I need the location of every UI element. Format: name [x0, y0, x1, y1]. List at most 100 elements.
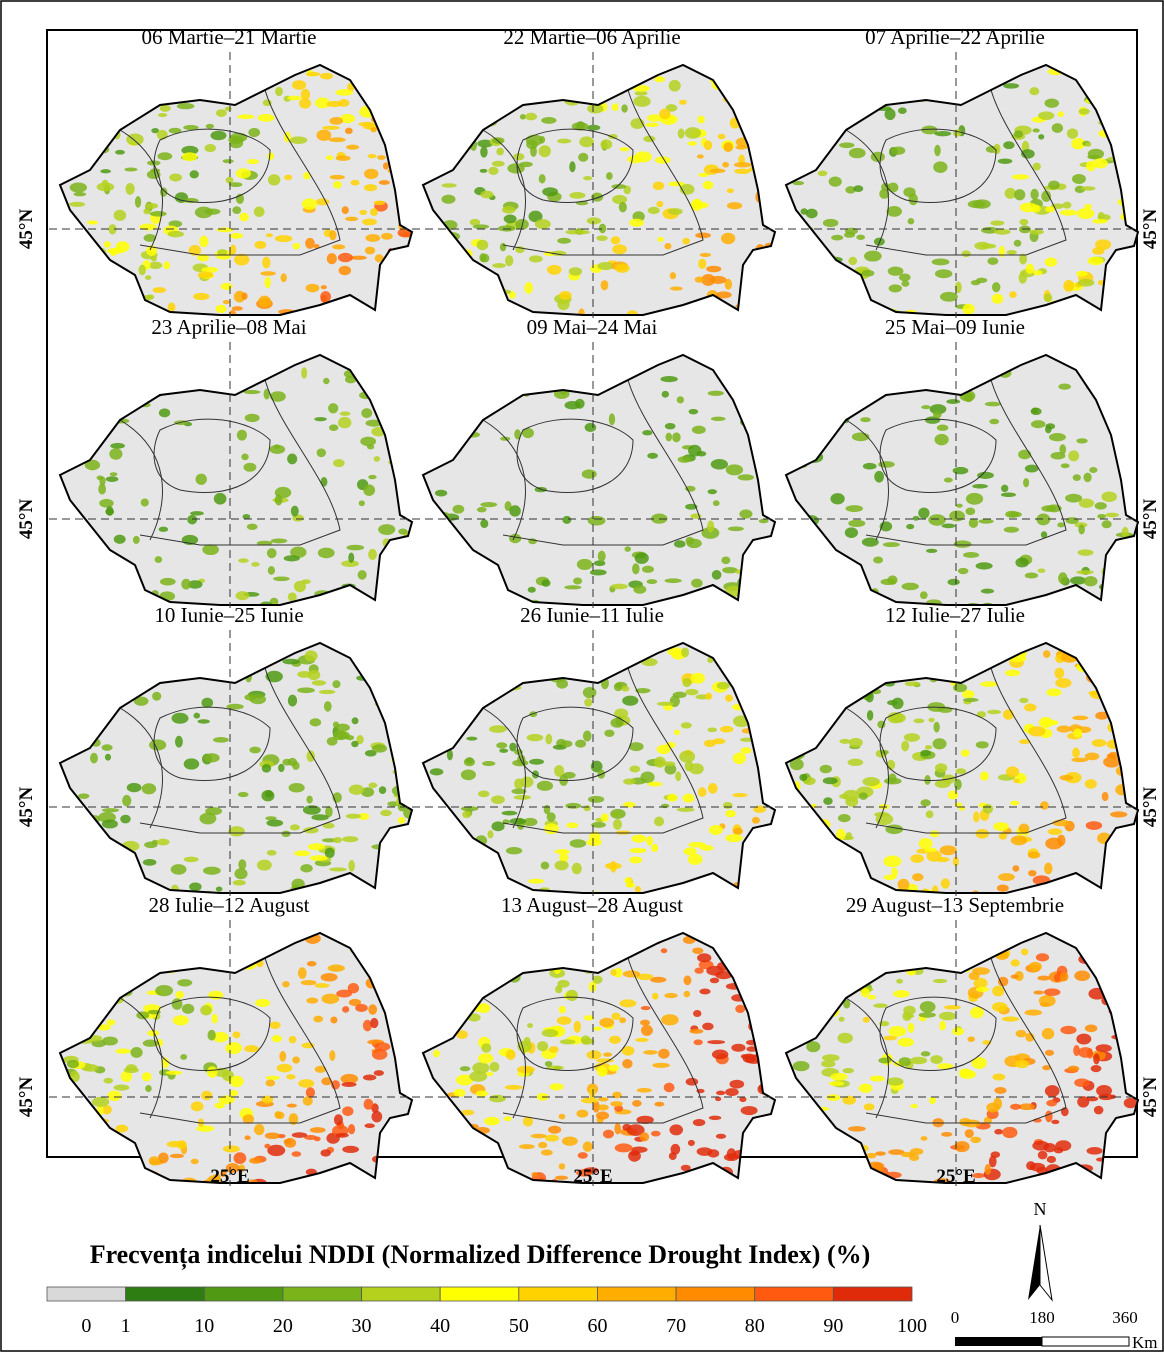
pixel-cluster: [359, 1175, 372, 1181]
pixel-cluster: [707, 520, 714, 532]
pixel-cluster: [910, 854, 923, 863]
pixel-cluster: [863, 463, 877, 470]
pixel-cluster: [393, 448, 400, 456]
pixel-cluster: [871, 654, 888, 662]
pixel-cluster: [363, 1074, 376, 1080]
pixel-cluster: [805, 870, 820, 879]
pixel-cluster: [84, 964, 97, 968]
pixel-cluster: [287, 454, 297, 465]
pixel-cluster: [848, 759, 864, 766]
pixel-cluster: [213, 84, 226, 93]
pixel-cluster: [842, 1068, 854, 1073]
pixel-cluster: [1033, 163, 1041, 171]
pixel-cluster: [746, 658, 758, 669]
pixel-cluster: [1039, 995, 1056, 1007]
pixel-cluster: [306, 72, 321, 76]
pixel-cluster: [1001, 492, 1016, 497]
pixel-cluster: [181, 579, 191, 590]
pixel-cluster: [858, 867, 864, 876]
pixel-cluster: [216, 886, 223, 891]
pixel-cluster: [888, 1026, 906, 1037]
pixel-cluster: [883, 542, 900, 547]
pixel-cluster: [908, 1023, 915, 1033]
pixel-cluster: [944, 1005, 961, 1010]
pixel-cluster: [190, 170, 199, 178]
pixel-cluster: [1061, 463, 1070, 468]
pixel-cluster: [443, 715, 453, 726]
pixel-cluster: [763, 494, 770, 500]
pixel-cluster: [921, 1051, 931, 1056]
pixel-cluster: [114, 1084, 130, 1090]
pixel-cluster: [426, 295, 441, 307]
pixel-cluster: [477, 507, 487, 513]
pixel-cluster: [537, 1041, 548, 1051]
pixel-cluster: [435, 114, 444, 120]
pixel-cluster: [550, 1083, 564, 1090]
pixel-cluster: [635, 1038, 649, 1042]
pixel-cluster: [453, 276, 463, 284]
pixel-cluster: [333, 181, 342, 188]
pixel-cluster: [1057, 726, 1072, 733]
pixel-cluster: [489, 1095, 506, 1103]
pixel-cluster: [710, 978, 719, 984]
pixel-cluster: [428, 146, 438, 152]
pixel-cluster: [1093, 1053, 1100, 1064]
pixel-cluster: [258, 114, 275, 122]
pixel-cluster: [84, 448, 93, 453]
pixel-cluster: [398, 109, 404, 119]
pixel-cluster: [267, 152, 274, 160]
pixel-cluster: [251, 949, 265, 959]
pixel-cluster: [96, 1129, 106, 1137]
pixel-cluster: [587, 650, 595, 656]
pixel-cluster: [97, 182, 115, 191]
pixel-cluster: [302, 198, 317, 209]
romania-map: [60, 933, 417, 1191]
pixel-cluster: [1115, 784, 1129, 795]
pixel-cluster: [852, 1144, 868, 1152]
pixel-cluster: [99, 499, 113, 508]
pixel-cluster: [378, 524, 395, 535]
legend-title: Frecvența indicelui NDDI (Normalized Dif…: [90, 1240, 871, 1270]
pixel-cluster: [547, 812, 556, 821]
pixel-cluster: [675, 771, 681, 781]
pixel-cluster: [221, 283, 233, 290]
pixel-cluster: [262, 369, 270, 374]
pixel-cluster: [899, 1057, 912, 1066]
pixel-cluster: [129, 82, 137, 87]
pixel-cluster: [585, 423, 597, 432]
pixel-cluster: [1105, 574, 1122, 579]
pixel-cluster: [1005, 511, 1019, 518]
pixel-cluster: [258, 296, 271, 307]
pixel-cluster: [987, 710, 1001, 714]
pixel-cluster: [267, 850, 277, 856]
pixel-cluster: [646, 836, 653, 846]
pixel-cluster: [329, 867, 347, 871]
pixel-cluster: [722, 162, 729, 168]
pixel-cluster: [752, 286, 763, 298]
pixel-cluster: [1121, 306, 1137, 316]
pixel-cluster: [1053, 307, 1069, 318]
pixel-cluster: [300, 864, 312, 872]
pixel-cluster: [563, 945, 581, 952]
pixel-cluster: [452, 605, 466, 611]
pixel-cluster: [395, 574, 401, 579]
pixel-cluster: [267, 548, 277, 558]
pixel-cluster: [155, 985, 173, 996]
pixel-cluster: [347, 545, 364, 551]
pixel-cluster: [1046, 1100, 1057, 1107]
pixel-cluster: [829, 1081, 845, 1086]
legend-tick-label: 60: [587, 1315, 607, 1337]
pixel-cluster: [88, 1018, 98, 1024]
pixel-cluster: [583, 730, 592, 741]
pixel-cluster: [742, 841, 760, 851]
panel-title: 07 Aprilie–22 Aprilie: [865, 25, 1045, 49]
pixel-cluster: [401, 537, 417, 545]
pixel-cluster: [398, 429, 415, 434]
pixel-cluster: [401, 1127, 415, 1134]
pixel-cluster: [928, 514, 945, 525]
pixel-cluster: [1015, 558, 1028, 568]
pixel-cluster: [521, 776, 534, 787]
pixel-cluster: [370, 1018, 378, 1028]
pixel-cluster: [665, 1181, 673, 1190]
romania-map: [786, 933, 1142, 1192]
